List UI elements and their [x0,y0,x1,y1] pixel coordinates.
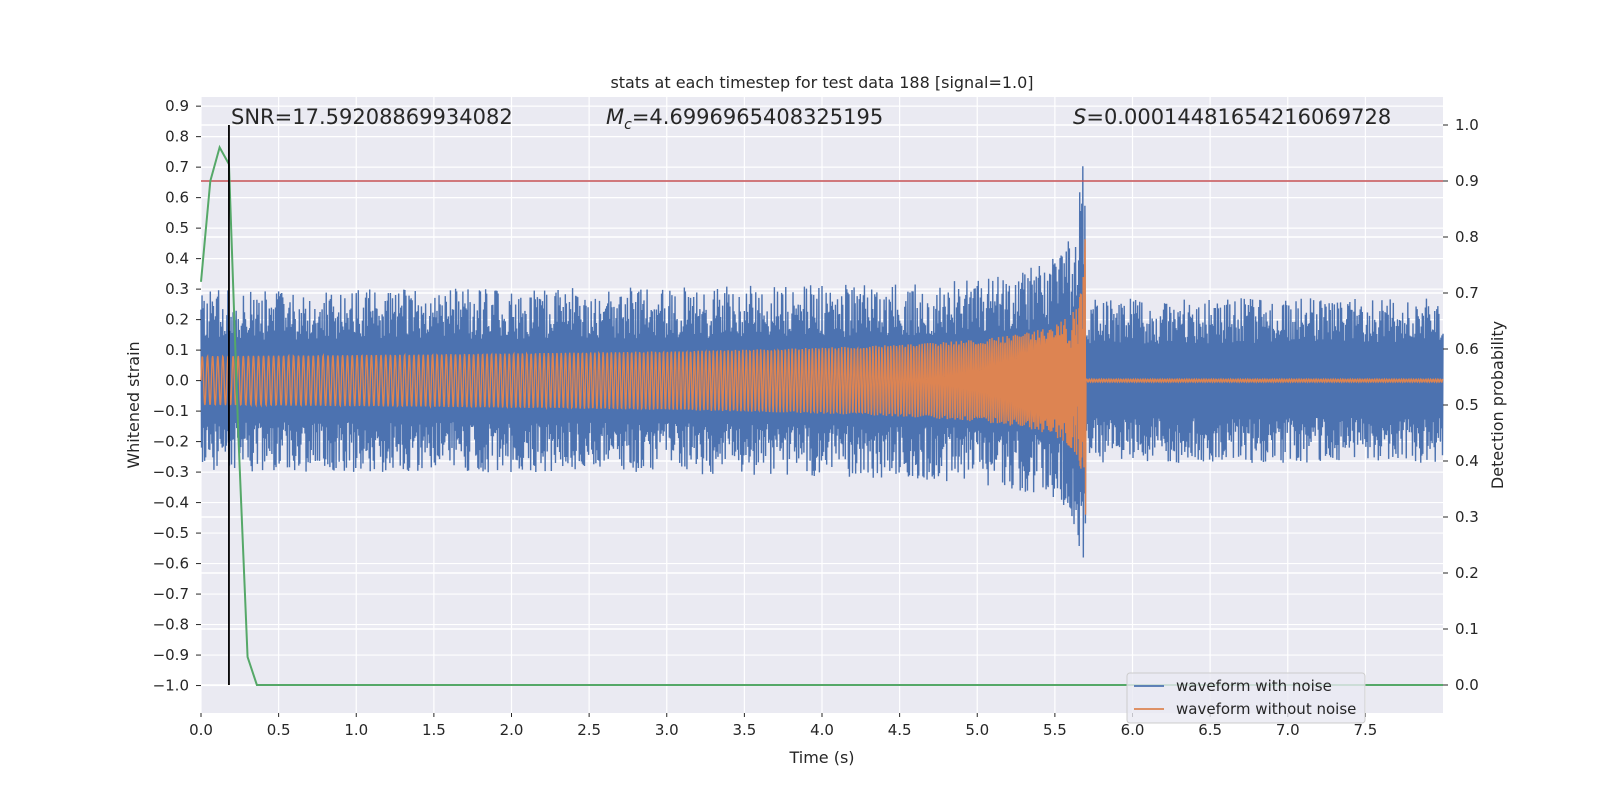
y2-tick-label: 0.8 [1455,228,1479,246]
y-tick-label: 0.4 [165,250,189,268]
series-waveform-without-noise [200,239,1444,515]
x-tick-label: 0.0 [189,721,213,739]
y-tick-label: 0.5 [165,219,189,237]
series-waveform-with-noise [200,166,1444,558]
y-tick-label: −0.4 [153,494,189,512]
y2-tick-label: 0.3 [1455,508,1479,526]
x-tick-label: 3.5 [732,721,756,739]
chirp-mass-value: =4.6996965408325195 [632,105,883,129]
y-tick-label: −0.8 [153,616,189,634]
x-tick-label: 2.5 [577,721,601,739]
chirp-mass-subscript: c [624,117,632,133]
y2-tick-label: 0.6 [1455,340,1479,358]
y2-tick-label: 0.7 [1455,284,1479,302]
y-tick-label: 0.9 [165,97,189,115]
chirp-mass-symbol: M [606,105,624,129]
y-tick-label: −0.2 [153,433,189,451]
s-symbol: S [1073,105,1086,129]
y-tick-label: −0.5 [153,524,189,542]
y-tick-label: 0.1 [165,341,189,359]
y-tick-label: −1.0 [153,677,189,695]
legend-label-noise: waveform with noise [1176,677,1332,695]
y-tick-label: −0.9 [153,646,189,664]
series-detection-probability [200,144,1443,686]
y2-tick-label: 0.4 [1455,452,1479,470]
y-tick-label: 0.3 [165,280,189,298]
y2-tick-label: 0.1 [1455,620,1479,638]
y-tick-label: 0.2 [165,311,189,329]
x-tick-label: 6.0 [1121,721,1145,739]
x-tick-label: 1.5 [422,721,446,739]
x-axis-label: Time (s) [788,748,854,767]
y-tick-label: 0.0 [165,372,189,390]
x-tick-label: 7.5 [1353,721,1377,739]
series-layer [200,125,1444,686]
y-tick-label: −0.3 [153,463,189,481]
x-tick-labels: 0.0 0.5 1.0 1.5 2.0 2.5 3.0 3.5 4.0 4.5 5.0 5.5 6.0 6… [189,713,1377,739]
chart-title: stats at each timestep for test data 188… [610,73,1033,92]
x-tick-label: 4.5 [888,721,912,739]
x-tick-label: 5.0 [965,721,989,739]
y-tick-labels: 0.9 0.8 0.7 0.6 0.5 0.4 0.3 0.2 0.1 0.0 −0.1 −0.2 −0… [153,97,201,695]
y-axis-label: Whitened strain [124,341,143,468]
x-tick-label: 3.0 [655,721,679,739]
x-tick-label: 2.0 [500,721,524,739]
x-tick-label: 1.0 [344,721,368,739]
y2-tick-label: 0.0 [1455,676,1479,694]
x-tick-label: 6.5 [1198,721,1222,739]
y2-tick-label: 0.2 [1455,564,1479,582]
legend-box [1126,672,1366,724]
y2-tick-label: 1.0 [1455,116,1479,134]
y-tick-label: −0.6 [153,555,189,573]
x-tick-label: 4.0 [810,721,834,739]
y2-tick-labels: 1.0 0.9 0.8 0.7 0.6 0.5 0.4 0.3 0.2 0.1 0.0 [1443,116,1479,694]
snr-annotation: SNR=17.59208869934082 [231,105,513,129]
y2-axis-label: Detection probability [1488,321,1507,489]
y2-tick-label: 0.9 [1455,172,1479,190]
x-tick-label: 7.0 [1276,721,1300,739]
x-tick-label: 5.5 [1043,721,1067,739]
s-value: =0.00014481654216069728 [1086,105,1391,129]
chirp-mass-annotation: Mc=4.6996965408325195 [606,105,883,133]
y2-tick-label: 0.5 [1455,396,1479,414]
s-annotation: S=0.00014481654216069728 [1073,105,1391,129]
y-tick-label: 0.6 [165,189,189,207]
y-tick-label: −0.1 [153,402,189,420]
legend-label-clean: waveform without noise [1176,700,1356,718]
y-tick-label: 0.7 [165,158,189,176]
x-tick-label: 0.5 [267,721,291,739]
legend: waveform with noise waveform without noi… [1126,672,1366,724]
y-tick-label: −0.7 [153,585,189,603]
y-tick-label: 0.8 [165,128,189,146]
